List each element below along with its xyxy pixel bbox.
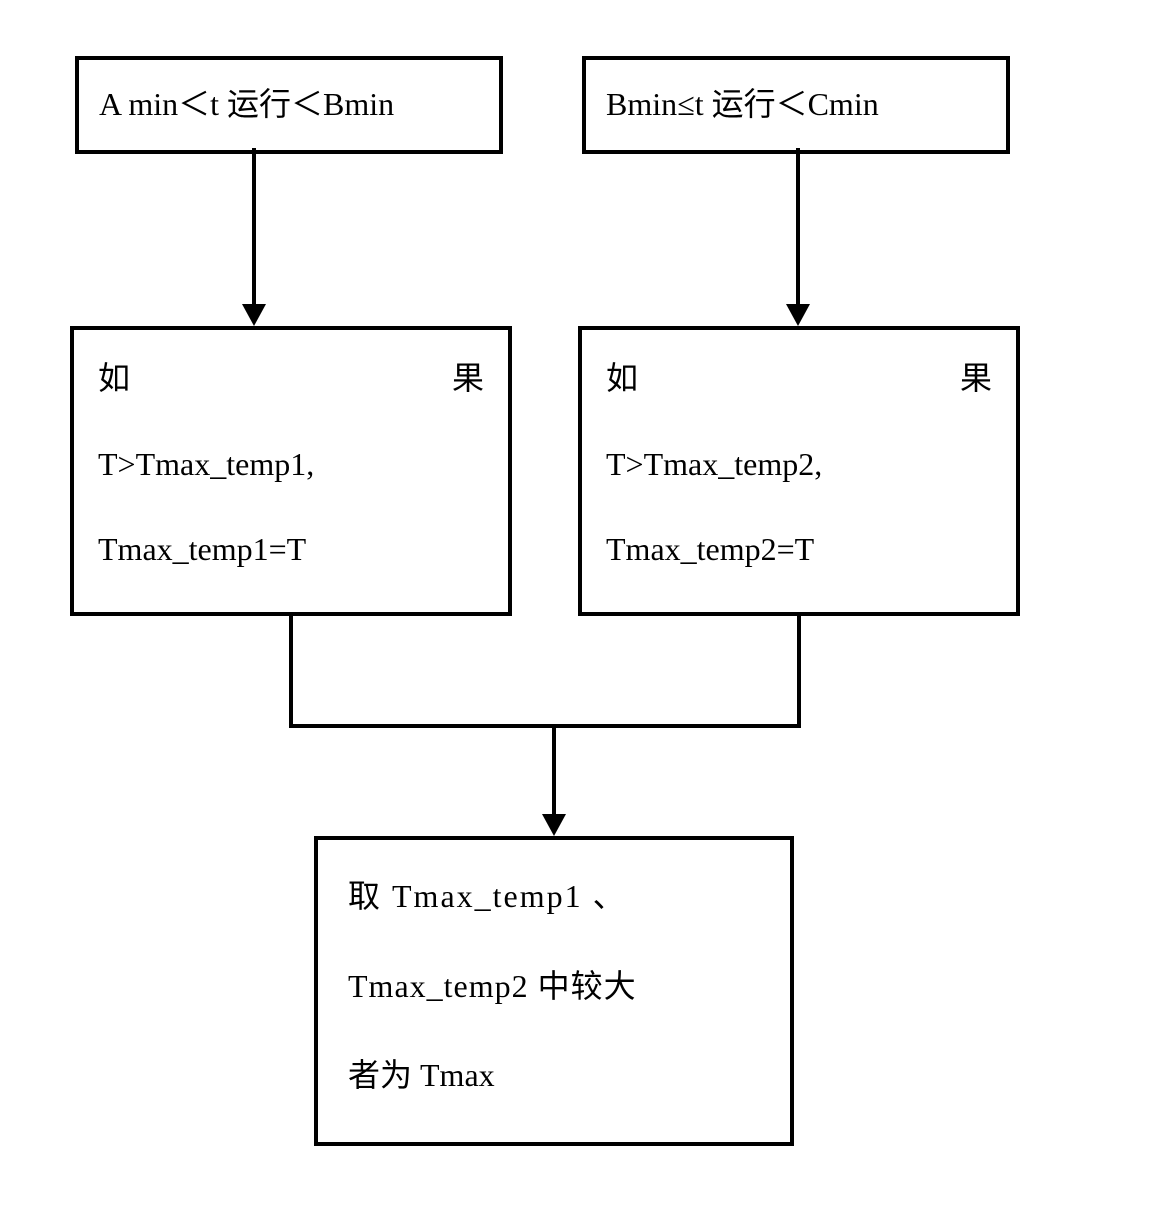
merge-arrow-head xyxy=(542,814,566,836)
merge-center-vertical xyxy=(552,724,556,816)
process-1-line1-prefix: 如 xyxy=(98,350,130,408)
condition-box-2: Bmin≤t 运行＜Cmin xyxy=(582,56,1010,154)
condition-box-1: A min＜t 运行＜Bmin xyxy=(75,56,503,154)
process-box-1: 如 果 T>Tmax_temp1, Tmax_temp1=T xyxy=(70,326,512,616)
arrow-2-head xyxy=(786,304,810,326)
process-2-line1-suffix: 果 xyxy=(960,350,992,408)
arrow-1-line xyxy=(252,148,256,306)
process-1-line2: T>Tmax_temp1, xyxy=(98,436,484,494)
merge-right-vertical xyxy=(797,616,801,728)
condition-2-text: Bmin≤t 运行＜Cmin xyxy=(606,86,879,122)
result-line3: 者为 Tmax xyxy=(348,1047,760,1105)
process-2-line2: T>Tmax_temp2, xyxy=(606,436,992,494)
result-line1: 取 Tmax_temp1 、 xyxy=(348,868,760,926)
merge-left-vertical xyxy=(289,616,293,728)
result-line2: Tmax_temp2 中较大 xyxy=(348,958,760,1016)
merge-horizontal xyxy=(289,724,801,728)
condition-1-text: A min＜t 运行＜Bmin xyxy=(99,86,394,122)
arrow-1-head xyxy=(242,304,266,326)
arrow-2-line xyxy=(796,148,800,306)
process-1-line3: Tmax_temp1=T xyxy=(98,521,484,579)
result-box: 取 Tmax_temp1 、 Tmax_temp2 中较大 者为 Tmax xyxy=(314,836,794,1146)
process-2-line3: Tmax_temp2=T xyxy=(606,521,992,579)
process-box-2: 如 果 T>Tmax_temp2, Tmax_temp2=T xyxy=(578,326,1020,616)
process-2-line1-prefix: 如 xyxy=(606,350,638,408)
process-1-line1-suffix: 果 xyxy=(452,350,484,408)
